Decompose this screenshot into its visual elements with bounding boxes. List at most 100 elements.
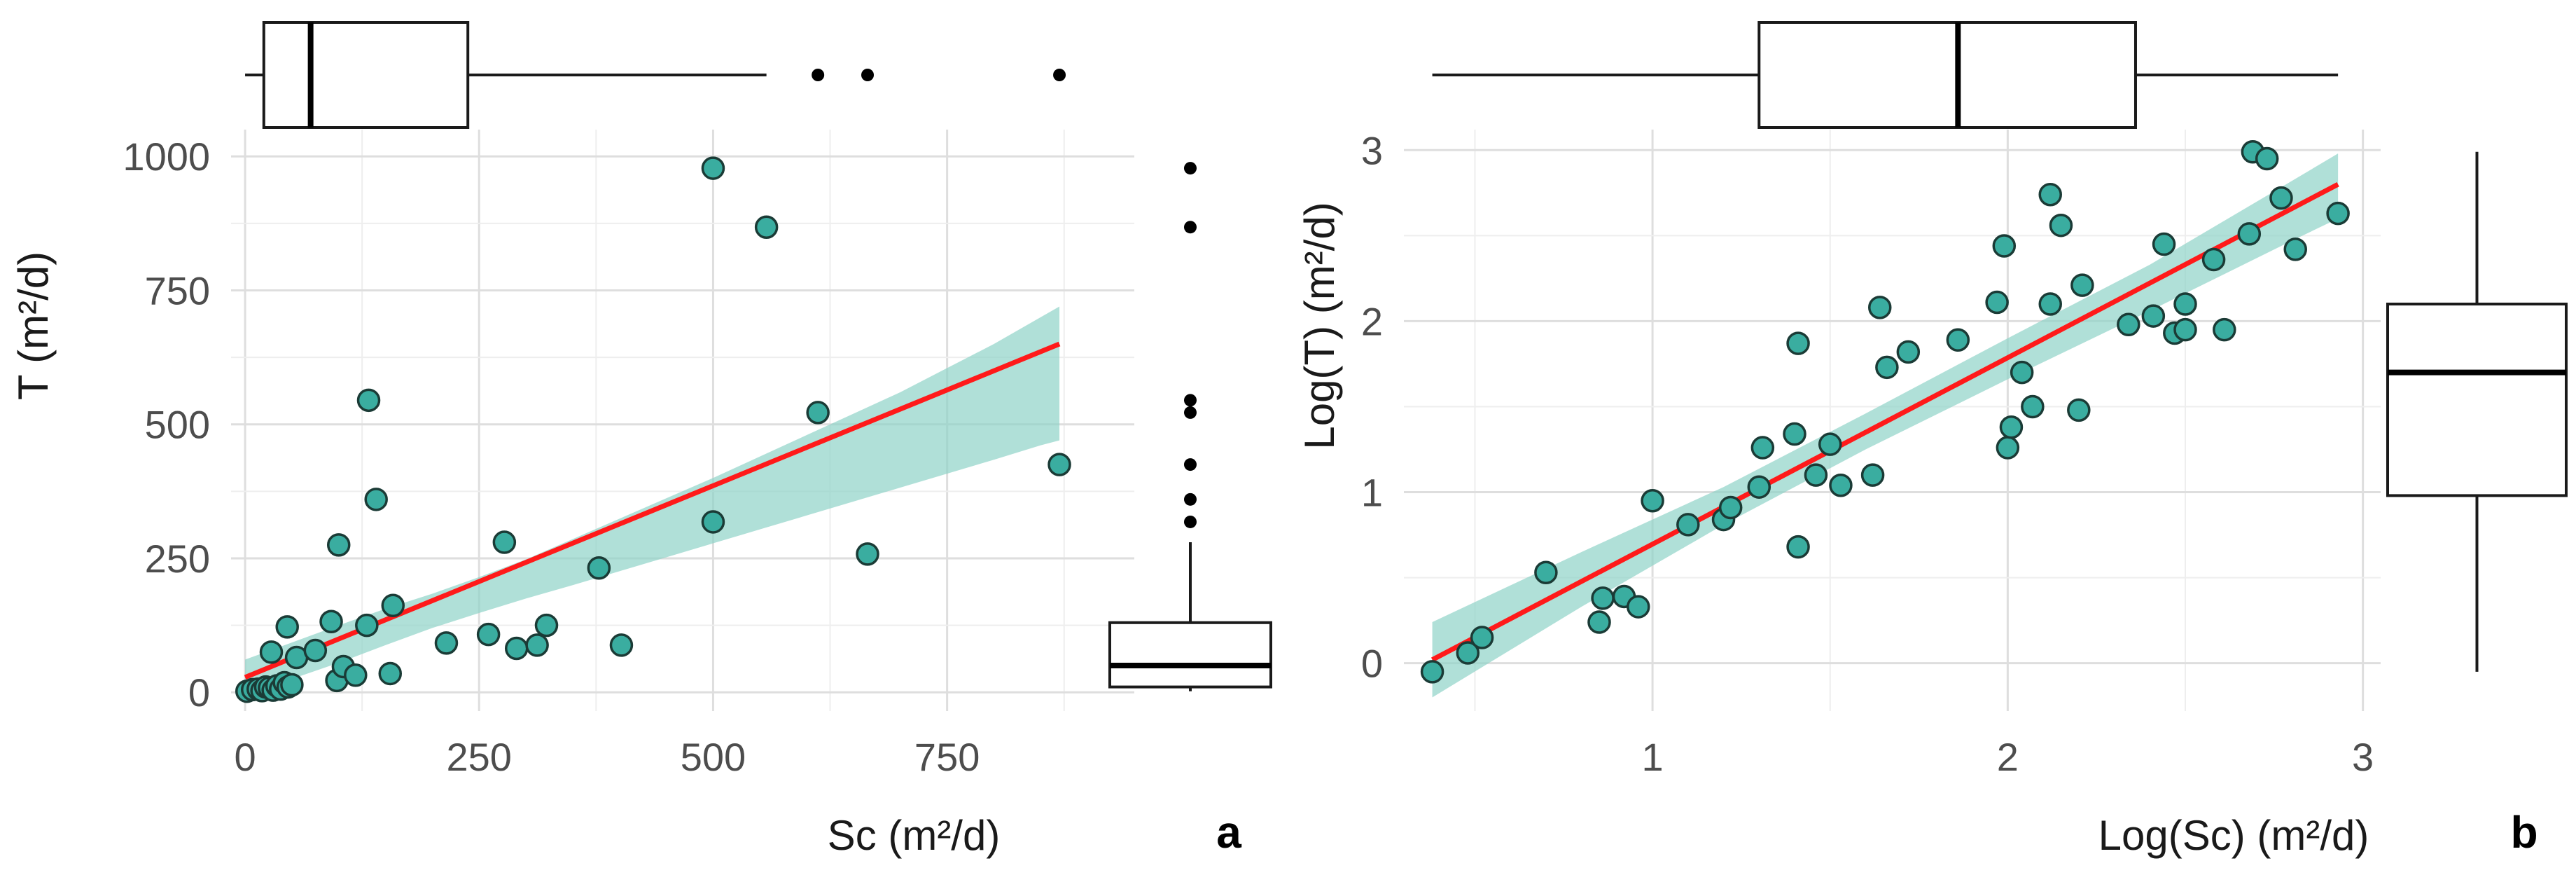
y-tick-label: 3 xyxy=(1361,128,1383,172)
data-point xyxy=(492,530,517,554)
panel-a-y-boxplot xyxy=(1108,162,1272,691)
x-tick-label: 3 xyxy=(2352,735,2374,779)
y-tick-label: 0 xyxy=(188,670,210,715)
panel-b: 1 2 3 0 1 2 3 Log(Sc) (m²/d) Log(T) (m²/d) b xyxy=(1296,21,2568,859)
data-point xyxy=(2237,222,2262,246)
data-point xyxy=(1896,340,1921,364)
data-point xyxy=(1591,586,1615,610)
boxplot-box xyxy=(1108,621,1272,689)
data-point xyxy=(1992,234,2017,258)
boxplot-outlier xyxy=(1184,458,1197,471)
data-point xyxy=(2038,292,2062,316)
data-point xyxy=(2173,292,2197,316)
x-tick-label: 750 xyxy=(914,735,980,779)
boxplot-outlier xyxy=(1184,406,1197,419)
panel-a: 0 250 500 750 0 250 500 750 1000 Sc (m²/d) T (m… xyxy=(10,21,1272,859)
data-point xyxy=(1587,610,1611,634)
data-point xyxy=(525,633,549,657)
panel-a-points xyxy=(235,156,1071,703)
panel-b-y-ticks: 0 1 2 3 xyxy=(1361,128,1383,685)
data-point xyxy=(1818,432,1842,456)
data-point xyxy=(701,156,725,180)
boxplot-outlier xyxy=(1184,221,1197,234)
boxplot-outlier xyxy=(1184,162,1197,175)
data-point xyxy=(2049,213,2073,237)
data-point xyxy=(587,556,611,580)
panel-a-y-axis-title: T (m²/d) xyxy=(10,252,57,400)
boxplot-outlier xyxy=(1053,69,1066,81)
boxplot-box xyxy=(262,21,470,129)
data-point xyxy=(476,622,501,647)
panel-a-x-boxplot xyxy=(245,21,1066,129)
data-point xyxy=(2117,312,2140,337)
panel-b-confidence-band xyxy=(1432,153,2339,698)
y-tick-label: 250 xyxy=(145,537,210,581)
boxplot-box xyxy=(2386,303,2568,497)
panel-a-x-ticks: 0 250 500 750 xyxy=(234,735,980,779)
data-point xyxy=(2038,183,2062,207)
data-point xyxy=(355,613,379,638)
data-point xyxy=(280,673,304,697)
panel-a-x-axis-title: Sc (m²/d) xyxy=(828,812,1001,859)
data-point xyxy=(609,633,634,657)
boxplot-outlier xyxy=(1184,515,1197,528)
data-point xyxy=(378,661,403,686)
data-point xyxy=(1786,535,1810,559)
data-point xyxy=(275,615,299,639)
x-tick-label: 0 xyxy=(234,735,256,779)
data-point xyxy=(303,638,328,663)
data-point xyxy=(2283,237,2308,261)
data-point xyxy=(434,631,459,655)
boxplot-outlier xyxy=(812,69,825,81)
boxplot-outlier xyxy=(1184,492,1197,506)
x-tick-label: 250 xyxy=(447,735,512,779)
data-point xyxy=(1718,495,1743,520)
x-tick-label: 500 xyxy=(681,735,746,779)
data-point xyxy=(2021,394,2045,419)
data-point xyxy=(2152,232,2176,256)
panel-b-points xyxy=(1420,139,2350,684)
panel-a-confidence-band xyxy=(245,306,1060,696)
data-point xyxy=(1985,290,2009,315)
data-point xyxy=(1420,660,1444,684)
panel-a-fit-line xyxy=(244,341,1061,680)
data-point xyxy=(2173,317,2197,342)
data-point xyxy=(806,401,830,425)
data-point xyxy=(1456,641,1480,665)
data-point xyxy=(319,609,343,633)
data-point xyxy=(1783,422,1806,446)
y-tick-label: 1000 xyxy=(123,135,210,179)
data-point xyxy=(2255,146,2279,171)
data-point xyxy=(344,663,368,687)
y-tick-label: 0 xyxy=(1361,642,1383,686)
panel-a-y-ticks: 0 250 500 750 1000 xyxy=(123,135,210,715)
data-point xyxy=(1804,463,1828,487)
x-tick-label: 2 xyxy=(1997,735,2019,779)
y-tick-label: 500 xyxy=(145,403,210,447)
data-point xyxy=(1999,415,2024,439)
data-point xyxy=(856,542,879,566)
panel-b-x-ticks: 1 2 3 xyxy=(1642,735,2374,779)
data-point xyxy=(2201,247,2226,272)
data-point xyxy=(1946,328,1970,352)
data-point xyxy=(259,640,284,664)
data-point xyxy=(1641,488,1664,513)
data-point xyxy=(2213,317,2236,342)
panel-b-x-boxplot xyxy=(1432,21,2339,129)
data-point xyxy=(1829,474,1853,497)
boxplot-outlier xyxy=(861,69,875,81)
data-point xyxy=(754,215,779,239)
data-point xyxy=(1867,296,1892,319)
x-tick-label: 1 xyxy=(1642,735,1664,779)
data-point xyxy=(2010,360,2034,385)
y-tick-label: 2 xyxy=(1361,299,1383,343)
data-point xyxy=(2141,304,2166,328)
boxplot-box xyxy=(1757,21,2137,129)
data-point xyxy=(364,488,388,511)
data-point xyxy=(1747,475,1771,499)
panel-b-label: b xyxy=(2510,807,2537,857)
data-point xyxy=(2326,201,2350,226)
data-point xyxy=(1676,513,1700,537)
data-point xyxy=(1627,595,1650,619)
